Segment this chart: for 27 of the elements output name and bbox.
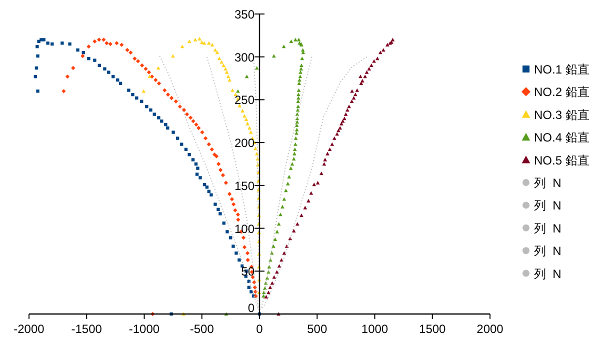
legend-label: 列 N bbox=[534, 176, 562, 190]
x-tick-label: -500 bbox=[190, 322, 214, 336]
y-tick-label: 200 bbox=[234, 136, 255, 150]
x-tick-label: 2000 bbox=[476, 322, 504, 336]
legend-label: NO.2 鉛直 bbox=[534, 85, 590, 100]
x-tick-label: 1000 bbox=[361, 322, 388, 336]
y-tick-label: 300 bbox=[234, 50, 255, 64]
x-tick-label: -1000 bbox=[128, 322, 160, 336]
x-tick-label: 500 bbox=[307, 322, 328, 336]
x-tick-label: -2000 bbox=[14, 322, 45, 336]
legend-label: NO.5 鉛直 bbox=[534, 153, 590, 168]
x-tick-label: -1500 bbox=[71, 322, 102, 336]
legend-label: 列 N bbox=[534, 266, 562, 281]
y-tick-label: 250 bbox=[234, 93, 255, 108]
x-tick-label: 0 bbox=[256, 322, 264, 336]
legend-label: 列 N bbox=[534, 244, 562, 258]
legend-label: NO.3 鉛直 bbox=[534, 108, 590, 122]
y-tick-label: 0 bbox=[248, 301, 255, 315]
y-tick-label: 50 bbox=[241, 264, 255, 279]
legend-label: 列 N bbox=[534, 221, 562, 236]
y-tick-label: 150 bbox=[234, 178, 255, 193]
y-tick-label: 350 bbox=[234, 8, 255, 22]
legend-label: NO.1 鉛直 bbox=[534, 62, 590, 76]
y-tick-label: 100 bbox=[234, 222, 255, 236]
x-tick-label: 1500 bbox=[419, 322, 446, 336]
legend-label: 列 N bbox=[534, 198, 562, 213]
legend-label: NO.4 鉛直 bbox=[534, 130, 590, 145]
